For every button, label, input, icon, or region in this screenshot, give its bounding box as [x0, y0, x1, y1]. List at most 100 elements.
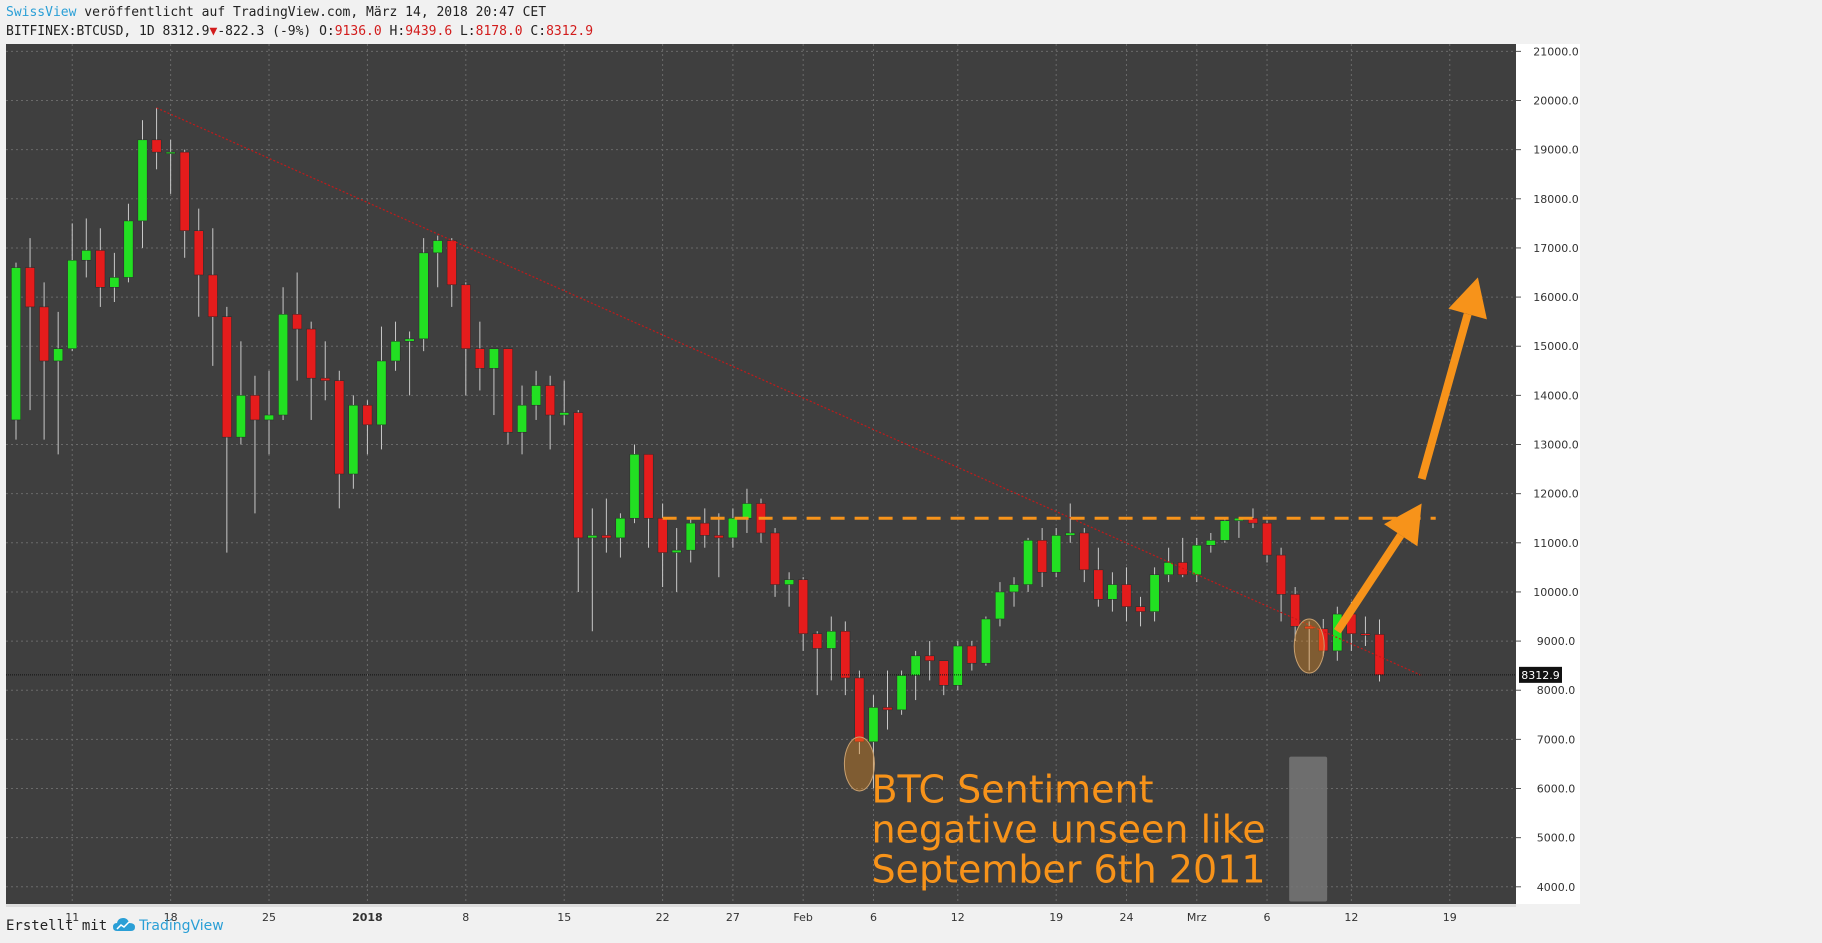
candle-down — [812, 633, 823, 649]
highlight-ellipse — [843, 736, 875, 792]
price-tick-label: 9000.0 — [1537, 635, 1576, 648]
candle-up — [404, 338, 415, 342]
candle-down — [1135, 606, 1146, 612]
published-text: veröffentlicht auf TradingView.com, März… — [76, 5, 547, 20]
candle-up — [896, 675, 907, 711]
high-value: 9439.6 — [405, 24, 453, 39]
candle-up — [1065, 532, 1076, 536]
candle-up — [671, 549, 682, 553]
orange-arrowhead — [1448, 277, 1487, 320]
candle-down — [39, 306, 50, 362]
candle-up — [685, 522, 696, 551]
close-label: C: — [522, 24, 547, 39]
symbol-label: BITFINEX:BTCUSD, 1D 8312.9 — [6, 24, 210, 39]
candle-down — [151, 139, 162, 153]
candle-down — [306, 328, 317, 379]
candle-down — [95, 250, 106, 288]
price-tick-label: 17000.0 — [1533, 242, 1579, 255]
price-tick-label: 13000.0 — [1533, 439, 1579, 452]
orange-arrow-shaft — [1333, 532, 1405, 634]
candle-up — [727, 517, 738, 539]
candle-up — [531, 385, 541, 406]
grey-marker — [1289, 756, 1328, 902]
candle-down — [713, 535, 724, 539]
price-tick-label: 8000.0 — [1537, 684, 1576, 697]
candle-up — [784, 579, 795, 585]
price-tick-label: 6000.0 — [1537, 783, 1576, 796]
candle-up — [67, 259, 78, 349]
candle-up — [165, 151, 176, 154]
price-tick-label: 18000.0 — [1533, 193, 1579, 206]
candle-down — [179, 151, 190, 231]
candle-up — [587, 535, 598, 539]
price-tick-label: 10000.0 — [1533, 586, 1579, 599]
high-label: H: — [381, 24, 406, 39]
plot-area — [6, 44, 1516, 904]
close-value: 8312.9 — [546, 24, 594, 39]
time-tick-label: 19 — [1443, 911, 1457, 924]
time-tick-label: 18 — [164, 911, 178, 924]
candle-down — [1248, 517, 1258, 524]
price-tick-label: 15000.0 — [1533, 340, 1579, 353]
time-tick-label: 27 — [726, 911, 740, 924]
candle-down — [545, 385, 556, 416]
time-axis-border — [6, 904, 1516, 907]
candle-down — [1262, 522, 1272, 556]
candle-down — [362, 404, 373, 426]
candle-up — [137, 139, 148, 222]
candle-up — [615, 517, 626, 539]
candle-up — [826, 631, 837, 649]
orange-arrowhead — [1384, 503, 1422, 547]
candle-up — [1332, 613, 1343, 652]
created-with-label: Erstellt mit — [6, 918, 108, 934]
change-value: -822.3 (-9%) — [217, 24, 312, 39]
annotation-text: September 6th 2011 — [871, 848, 1265, 892]
candle-down — [1360, 633, 1371, 636]
publish-info: SwissView veröffentlicht auf TradingView… — [6, 5, 546, 20]
time-tick-label: 6 — [870, 911, 877, 924]
low-value: 8178.0 — [475, 24, 523, 39]
time-tick-label: 19 — [1049, 911, 1063, 924]
candle-down — [320, 377, 331, 381]
candle-up — [1107, 584, 1118, 600]
price-axis — [1516, 44, 1580, 904]
candle-up — [952, 645, 963, 686]
last-price-badge — [1519, 666, 1562, 683]
time-tick-label: 2018 — [352, 911, 383, 924]
footer: Erstellt mit TradingView — [6, 917, 224, 934]
tradingview-link[interactable]: TradingView — [139, 918, 224, 934]
price-tick-label: 12000.0 — [1533, 488, 1579, 501]
candle-up — [868, 707, 879, 743]
candle-up — [376, 360, 387, 426]
low-label: L: — [452, 24, 476, 39]
tradingview-cloud-icon — [113, 918, 136, 931]
candle-up — [123, 220, 134, 278]
candle-up — [1009, 584, 1019, 593]
candle-down — [840, 631, 851, 679]
author-link[interactable]: SwissView — [6, 5, 77, 20]
candle-down — [1318, 628, 1329, 652]
candle-up — [995, 591, 1005, 620]
highlight-ellipse — [1293, 618, 1325, 674]
candle-down — [446, 240, 457, 286]
candle-up — [1149, 574, 1160, 612]
candle-up — [109, 277, 120, 288]
change-down-icon: ▼ — [209, 24, 218, 39]
candle-down — [657, 517, 668, 553]
time-tick-label: 22 — [656, 911, 670, 924]
candle-down — [1121, 584, 1132, 607]
time-tick-label: 6 — [1264, 911, 1271, 924]
candle-down — [770, 532, 780, 585]
time-tick-label: 25 — [262, 911, 276, 924]
open-label: O: — [311, 24, 335, 39]
last-price-label: 8312.9 — [1521, 669, 1560, 682]
candle-up — [418, 252, 429, 340]
price-tick-label: 21000.0 — [1533, 45, 1579, 58]
candle-up — [559, 412, 570, 416]
candle-up — [1023, 540, 1033, 585]
candle-down — [938, 660, 949, 686]
price-tick-label: 4000.0 — [1537, 881, 1576, 894]
candle-down — [854, 677, 865, 743]
candle-down — [207, 274, 218, 317]
